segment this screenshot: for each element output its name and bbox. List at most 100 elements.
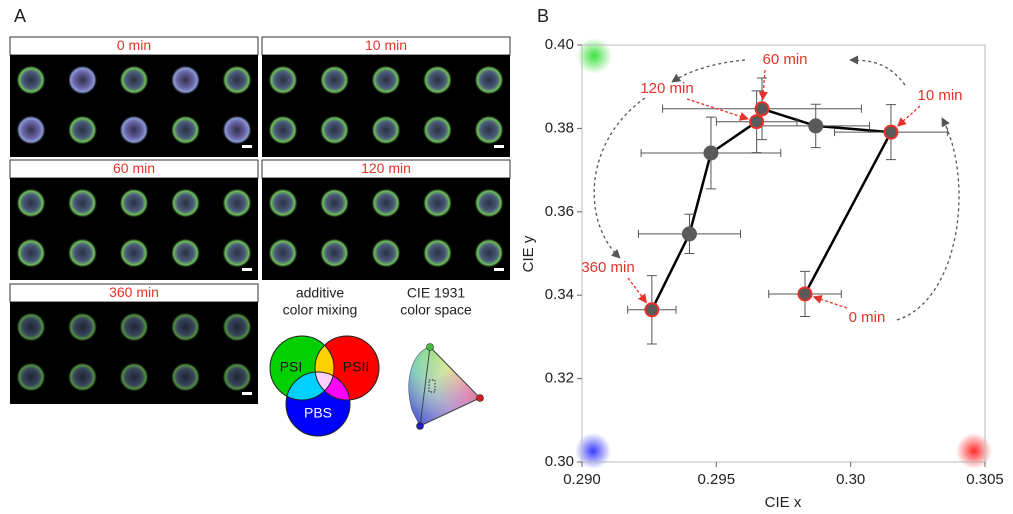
cie-title: color space <box>400 302 472 318</box>
scale-bar <box>242 392 252 395</box>
cell <box>170 362 201 392</box>
cell <box>422 115 453 145</box>
cell <box>319 238 350 268</box>
cell <box>170 188 201 218</box>
mixing-title: additive <box>296 285 344 301</box>
panel-label: A <box>14 6 26 26</box>
cell <box>119 362 149 392</box>
annotation: 10 min <box>917 87 962 104</box>
mixing-title: color mixing <box>283 302 358 318</box>
y-tick-label: 0.34 <box>545 286 574 303</box>
cell <box>170 312 201 342</box>
annotation-arrow <box>627 277 647 304</box>
cell <box>422 188 453 218</box>
cell <box>16 238 46 268</box>
annotation: 120 min <box>640 80 693 97</box>
scale-bar <box>494 145 504 148</box>
cell <box>16 115 46 145</box>
cell <box>474 65 504 95</box>
point <box>797 286 813 302</box>
x-axis-label: CIE x <box>765 494 802 511</box>
cell <box>222 188 252 218</box>
point <box>808 118 824 134</box>
cell <box>371 115 401 145</box>
scale-bar <box>242 268 252 271</box>
annotation: 0 min <box>849 309 886 326</box>
cell <box>222 238 252 268</box>
cell <box>170 238 201 268</box>
point <box>644 302 660 318</box>
cell <box>371 238 401 268</box>
cell <box>371 65 401 95</box>
venn <box>270 336 379 436</box>
annotation-arrow <box>896 105 921 127</box>
cell <box>319 115 350 145</box>
cell <box>422 65 453 95</box>
panel-a: A 0 min 10 min 60 min 120 min 360 min additi… <box>9 6 511 437</box>
cell <box>67 115 98 145</box>
cell <box>16 188 46 218</box>
annotation-arrow <box>812 295 848 309</box>
y-axis-label: CIE y <box>520 235 537 272</box>
cell <box>67 312 98 342</box>
panel-label: B <box>537 6 549 26</box>
series-line <box>650 107 893 311</box>
cie-title: CIE 1931 <box>407 285 466 301</box>
x-tick-label: 0.305 <box>966 471 1004 488</box>
x-tick-label: 0.295 <box>698 471 736 488</box>
venn-label: PSI <box>280 359 303 375</box>
cell <box>268 115 298 145</box>
panel-title: 60 min <box>113 160 155 176</box>
point <box>703 145 719 161</box>
cell <box>474 188 504 218</box>
cell <box>319 65 350 95</box>
cell <box>222 65 252 95</box>
x-tick-label: 0.30 <box>836 471 865 488</box>
cell <box>119 188 149 218</box>
cell <box>222 362 252 392</box>
cell <box>422 238 453 268</box>
cell <box>268 65 298 95</box>
cell <box>16 312 46 342</box>
cell <box>67 188 98 218</box>
cell <box>16 362 46 392</box>
scale-bar <box>242 145 252 148</box>
point <box>681 226 697 242</box>
cell <box>268 188 298 218</box>
panel-title: 10 min <box>365 37 407 53</box>
y-tick-label: 0.32 <box>545 370 574 387</box>
cell <box>67 362 98 392</box>
venn-label: PBS <box>304 405 332 421</box>
point <box>883 124 899 140</box>
annotation: 60 min <box>762 51 807 68</box>
cell <box>319 188 350 218</box>
x-tick-label: 0.290 <box>563 471 601 488</box>
cell <box>474 238 504 268</box>
cell <box>170 65 201 95</box>
cell <box>222 115 252 145</box>
point <box>754 101 770 117</box>
y-tick-label: 0.38 <box>545 119 574 136</box>
cell <box>119 238 149 268</box>
y-tick-label: 0.30 <box>545 453 574 470</box>
cell <box>67 65 98 95</box>
panel-title: 0 min <box>117 37 151 53</box>
y-tick-label: 0.40 <box>545 36 574 53</box>
cell <box>67 238 98 268</box>
panel-title: 360 min <box>109 284 159 300</box>
cell <box>371 188 401 218</box>
cell <box>170 115 201 145</box>
cell <box>16 65 46 95</box>
cell <box>268 238 298 268</box>
cell <box>119 312 149 342</box>
y-tick-label: 0.36 <box>545 203 574 220</box>
annotation-arrow <box>686 98 749 121</box>
venn-label: PSII <box>343 359 369 375</box>
plot-frame <box>581 44 986 463</box>
panel-b: B CIE x CIE y 0.290 0.295 0.30 0.305 0.30 0.3… <box>520 6 1004 511</box>
cell <box>119 115 149 145</box>
panel-title: 120 min <box>361 160 411 176</box>
cell <box>222 312 252 342</box>
scale-bar <box>494 268 504 271</box>
